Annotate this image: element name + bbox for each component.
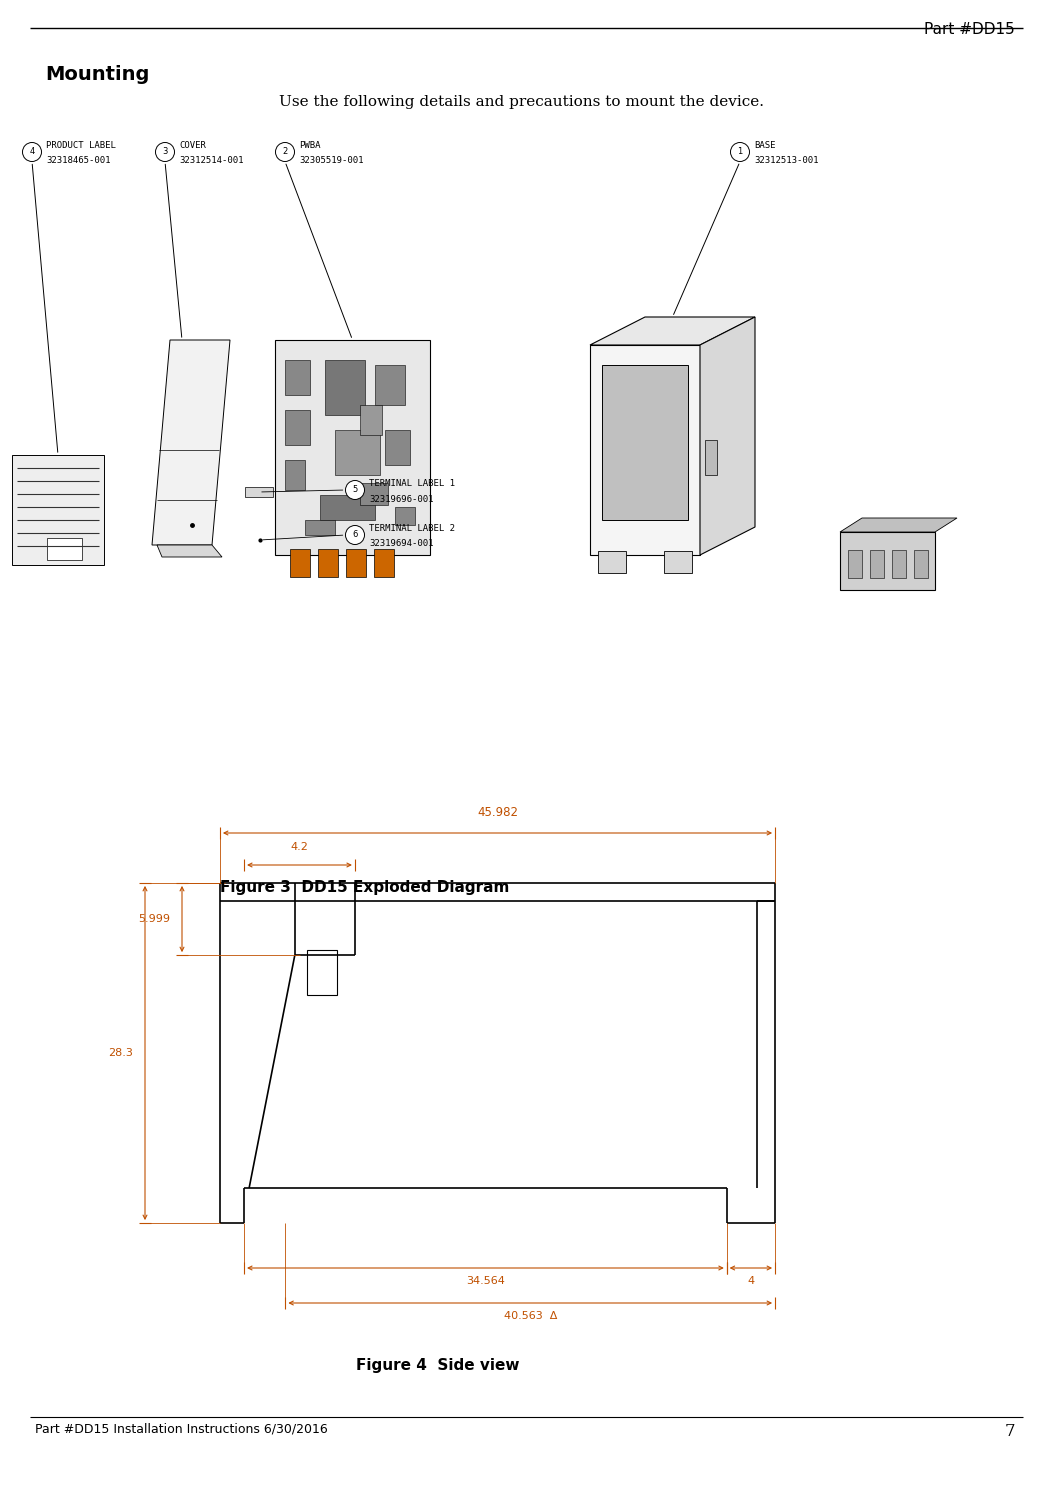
Text: Figure 3  DD15 Exploded Diagram: Figure 3 DD15 Exploded Diagram (220, 879, 510, 894)
Bar (914, 551, 928, 577)
Bar (840, 533, 935, 591)
Text: PWBA: PWBA (299, 141, 320, 150)
Bar (346, 549, 366, 577)
Text: 4.2: 4.2 (291, 842, 309, 853)
Circle shape (155, 143, 174, 162)
Bar (374, 549, 394, 577)
Bar (870, 551, 884, 577)
Bar (325, 360, 365, 415)
Bar (320, 496, 375, 519)
Bar (664, 551, 692, 573)
Circle shape (23, 143, 42, 162)
Bar (360, 484, 388, 504)
Text: 4: 4 (29, 147, 34, 156)
Bar (290, 549, 310, 577)
Bar (705, 440, 717, 475)
Text: 5.999: 5.999 (138, 914, 170, 924)
Bar (47, 539, 82, 559)
Bar (307, 949, 337, 995)
Text: 32312514-001: 32312514-001 (179, 156, 243, 165)
Bar (318, 549, 338, 577)
Bar (285, 460, 305, 490)
Bar (285, 360, 310, 394)
Text: 32319694-001: 32319694-001 (369, 540, 434, 549)
Bar (275, 339, 430, 555)
Text: 28.3: 28.3 (108, 1048, 134, 1058)
Bar (590, 345, 700, 555)
Text: 40.563  Δ: 40.563 Δ (504, 1311, 557, 1321)
Text: 1: 1 (737, 147, 743, 156)
Text: 32305519-001: 32305519-001 (299, 156, 364, 165)
Bar (360, 405, 382, 434)
Text: 2: 2 (283, 147, 288, 156)
Bar (598, 551, 626, 573)
Bar (375, 365, 405, 405)
Text: Part #DD15: Part #DD15 (924, 22, 1015, 37)
Bar (285, 411, 310, 445)
Circle shape (345, 525, 364, 545)
Text: 6: 6 (353, 531, 358, 540)
Text: Figure 4  Side view: Figure 4 Side view (357, 1359, 519, 1373)
Bar (385, 430, 410, 464)
Polygon shape (157, 545, 222, 557)
Text: COVER: COVER (179, 141, 205, 150)
Text: 3: 3 (163, 147, 168, 156)
Circle shape (730, 143, 750, 162)
Text: 4: 4 (747, 1277, 754, 1286)
Polygon shape (700, 317, 755, 555)
Text: Part #DD15 Installation Instructions 6/30/2016: Part #DD15 Installation Instructions 6/3… (35, 1423, 328, 1436)
Bar (305, 519, 335, 536)
Text: 45.982: 45.982 (477, 806, 518, 818)
Text: Mounting: Mounting (45, 65, 149, 83)
Text: PRODUCT LABEL: PRODUCT LABEL (46, 141, 116, 150)
Text: 7: 7 (1004, 1423, 1015, 1439)
Text: TERMINAL LABEL 2: TERMINAL LABEL 2 (369, 524, 455, 534)
Bar (602, 365, 688, 519)
Bar (13, 455, 104, 565)
Text: 5: 5 (353, 485, 358, 494)
Bar (245, 487, 273, 497)
Polygon shape (840, 518, 957, 533)
Text: 32319696-001: 32319696-001 (369, 494, 434, 503)
Bar (395, 507, 415, 525)
Polygon shape (152, 339, 231, 545)
Text: 34.564: 34.564 (466, 1277, 505, 1286)
Circle shape (345, 481, 364, 500)
Text: BASE: BASE (754, 141, 776, 150)
Text: 32318465-001: 32318465-001 (46, 156, 111, 165)
Bar (335, 430, 380, 475)
Polygon shape (590, 317, 755, 345)
Text: TERMINAL LABEL 1: TERMINAL LABEL 1 (369, 479, 455, 488)
Bar (892, 551, 906, 577)
Bar (848, 551, 862, 577)
Circle shape (275, 143, 294, 162)
Text: Use the following details and precautions to mount the device.: Use the following details and precaution… (278, 95, 765, 109)
Text: 32312513-001: 32312513-001 (754, 156, 819, 165)
